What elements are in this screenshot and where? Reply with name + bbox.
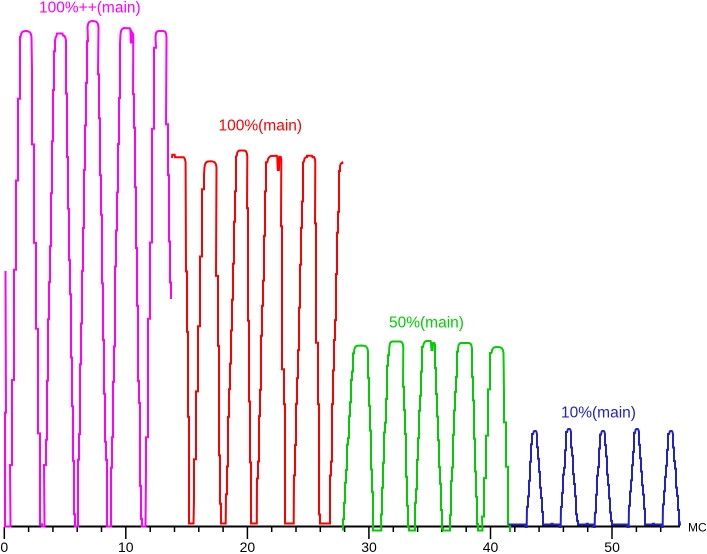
svg-text:10%(main): 10%(main) [561, 405, 636, 422]
svg-text:30: 30 [361, 539, 377, 554]
svg-text:МС: МС [688, 521, 707, 535]
svg-text:40: 40 [483, 539, 499, 554]
svg-text:100%(main): 100%(main) [219, 118, 303, 135]
svg-text:50%(main): 50%(main) [389, 315, 464, 332]
svg-text:0: 0 [0, 539, 8, 554]
svg-text:50: 50 [604, 539, 620, 554]
svg-text:20: 20 [240, 539, 256, 554]
svg-text:100%++(main): 100%++(main) [39, 0, 141, 17]
svg-text:10: 10 [118, 539, 134, 554]
